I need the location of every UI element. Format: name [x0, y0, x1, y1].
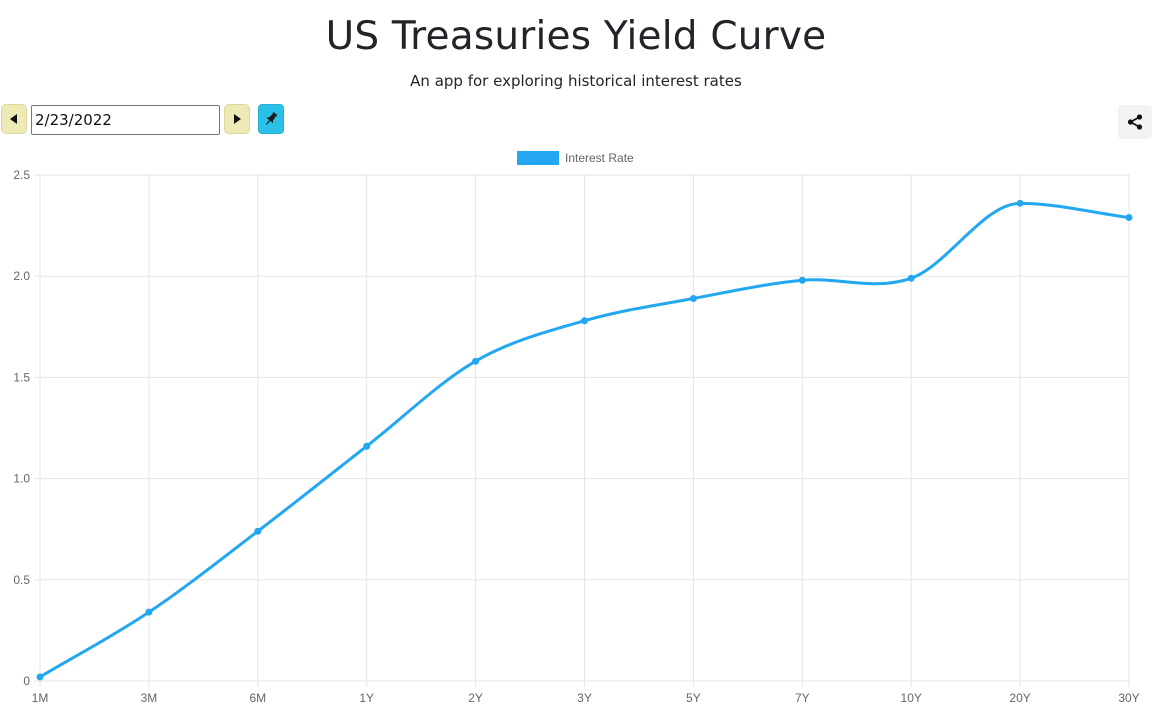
- page-subtitle: An app for exploring historical interest…: [410, 72, 742, 90]
- data-point[interactable]: [1125, 214, 1133, 222]
- x-tick-label: 1Y: [359, 691, 374, 705]
- y-axis-ticks: 0 0.5 1.0 1.5 2.0 2.5: [13, 168, 30, 688]
- x-tick-label: 7Y: [795, 691, 810, 705]
- triangle-left-icon: [10, 114, 17, 124]
- triangle-right-icon: [234, 114, 241, 124]
- x-axis-ticks: 1M 3M 6M 1Y 2Y 3Y 5Y 7Y 10Y 20Y 30Y: [32, 691, 1140, 705]
- x-tick-label: 20Y: [1009, 691, 1030, 705]
- share-button[interactable]: [1118, 105, 1152, 139]
- x-tick-label: 5Y: [686, 691, 701, 705]
- chart-legend: Interest Rate: [517, 151, 634, 165]
- data-point[interactable]: [1016, 199, 1024, 207]
- x-tick-label: 1M: [32, 691, 49, 705]
- data-point[interactable]: [254, 527, 262, 535]
- data-point[interactable]: [798, 276, 806, 284]
- data-point[interactable]: [689, 294, 697, 302]
- x-tick-label: 3Y: [577, 691, 592, 705]
- data-point[interactable]: [145, 608, 153, 616]
- x-tick-label: 6M: [249, 691, 266, 705]
- pushpin-icon: [266, 112, 278, 125]
- data-point[interactable]: [581, 317, 588, 325]
- y-tick-label: 0: [23, 674, 30, 688]
- y-tick-label: 1.5: [13, 370, 30, 384]
- x-tick-label: 2Y: [468, 691, 483, 705]
- x-tick-label: 3M: [141, 691, 158, 705]
- legend-label: Interest Rate: [565, 151, 634, 165]
- yield-curve-chart: Interest Rate 0 0.5 1.0 1.5 2.0 2.5 1M 3M 6M 1Y 2…: [13, 151, 1140, 705]
- y-tick-label: 2.5: [13, 168, 30, 182]
- pin-button[interactable]: [258, 104, 284, 134]
- x-tick-label: 10Y: [901, 691, 922, 705]
- data-point[interactable]: [907, 274, 915, 282]
- y-tick-label: 1.0: [13, 472, 30, 486]
- data-point[interactable]: [363, 442, 371, 450]
- previous-date-button[interactable]: [1, 104, 27, 134]
- y-tick-label: 0.5: [13, 573, 30, 587]
- data-point[interactable]: [472, 357, 480, 365]
- series-points: [36, 199, 1133, 681]
- date-input[interactable]: [31, 105, 220, 135]
- data-point[interactable]: [36, 673, 44, 681]
- share-icon: [1127, 114, 1143, 130]
- page-title: US Treasuries Yield Curve: [325, 14, 827, 59]
- chart-grid: [34, 174, 1130, 687]
- next-date-button[interactable]: [224, 104, 250, 134]
- y-tick-label: 2.0: [13, 269, 30, 283]
- legend-swatch: [517, 151, 559, 165]
- x-tick-label: 30Y: [1118, 691, 1139, 705]
